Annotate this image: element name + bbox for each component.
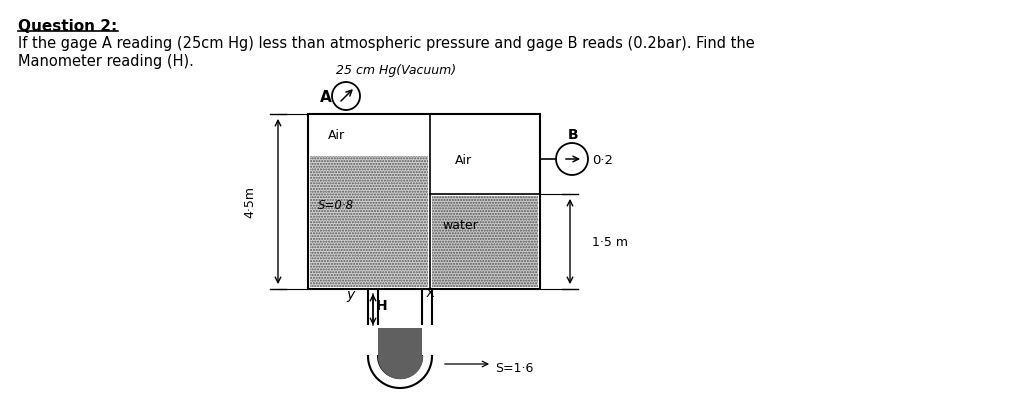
Text: Question 2:: Question 2:: [19, 19, 117, 34]
Text: Air: Air: [455, 154, 472, 167]
Text: B: B: [568, 128, 579, 142]
Text: 0·2: 0·2: [592, 154, 613, 167]
Text: If the gage A reading (25cm Hg) less than atmospheric pressure and gage B reads : If the gage A reading (25cm Hg) less tha…: [19, 36, 755, 51]
Text: water: water: [442, 219, 478, 232]
Bar: [378, 328, 423, 356]
Text: S=1·6: S=1·6: [495, 362, 534, 375]
Text: y: y: [346, 288, 355, 302]
Bar: [308, 114, 540, 289]
Text: Air: Air: [328, 129, 345, 142]
Text: Manometer reading (H).: Manometer reading (H).: [19, 54, 194, 69]
Bar: [310, 156, 428, 287]
Text: 1·5 m: 1·5 m: [592, 236, 628, 249]
Bar: [432, 196, 538, 287]
Text: H: H: [376, 299, 388, 313]
Text: 25 cm Hg(Vacuum): 25 cm Hg(Vacuum): [336, 64, 456, 77]
Text: S=0·8: S=0·8: [318, 199, 354, 212]
Text: A: A: [320, 90, 332, 105]
Text: 4·5m: 4·5m: [244, 186, 257, 218]
Text: X: X: [426, 287, 435, 300]
